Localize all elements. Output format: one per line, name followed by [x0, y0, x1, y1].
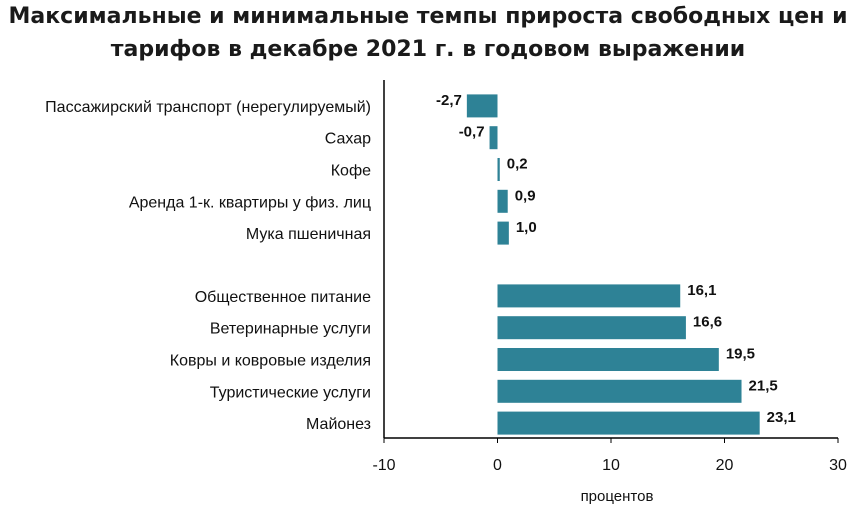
- bar: [466, 94, 498, 118]
- category-label: Мука пшеничная: [246, 226, 371, 243]
- bar: [497, 221, 509, 245]
- category-label: Аренда 1-к. квартиры у физ. лиц: [129, 194, 371, 211]
- x-tick-label: -10: [372, 457, 395, 474]
- chart-title: Максимальные и минимальные темпы прирост…: [8, 4, 848, 62]
- category-label: Ковры и ковровые изделия: [170, 353, 371, 370]
- x-tick-label: 10: [602, 457, 620, 474]
- category-label: Общественное питание: [195, 289, 371, 306]
- category-label: Туристические услуги: [210, 384, 371, 401]
- bars-layer: Пассажирский транспорт (нерегулируемый) -…: [45, 92, 796, 435]
- category-label: Ветеринарные услуги: [210, 321, 371, 338]
- data-label: 23,1: [767, 409, 796, 426]
- bar: [489, 126, 498, 150]
- bar: [497, 348, 719, 371]
- bar: [497, 189, 508, 213]
- data-label: 0,9: [515, 187, 536, 204]
- x-tick-label: 30: [829, 457, 847, 474]
- category-label: Майонез: [306, 416, 371, 433]
- bar: [497, 284, 681, 308]
- category-label: Пассажирский транспорт (нерегулируемый): [45, 99, 371, 116]
- data-label: 0,2: [507, 156, 528, 173]
- bar: [497, 316, 686, 340]
- data-label: 1,0: [516, 219, 537, 236]
- x-tick-label: 0: [493, 457, 502, 474]
- data-label: 16,6: [693, 314, 722, 331]
- data-label: 21,5: [749, 377, 778, 394]
- x-tick-label: 20: [716, 457, 734, 474]
- bar: [497, 411, 760, 435]
- data-label: -0,7: [459, 124, 485, 141]
- bar: [497, 379, 742, 403]
- data-label: -2,7: [436, 92, 462, 109]
- x-axis-title: процентов: [581, 488, 654, 505]
- data-label: 19,5: [726, 346, 755, 363]
- axes-layer: -10 0 10 20 30 процентов: [372, 80, 847, 505]
- data-label: 16,1: [687, 282, 716, 299]
- category-label: Кофе: [331, 163, 371, 180]
- category-label: Сахар: [325, 131, 371, 148]
- bar: [497, 158, 500, 181]
